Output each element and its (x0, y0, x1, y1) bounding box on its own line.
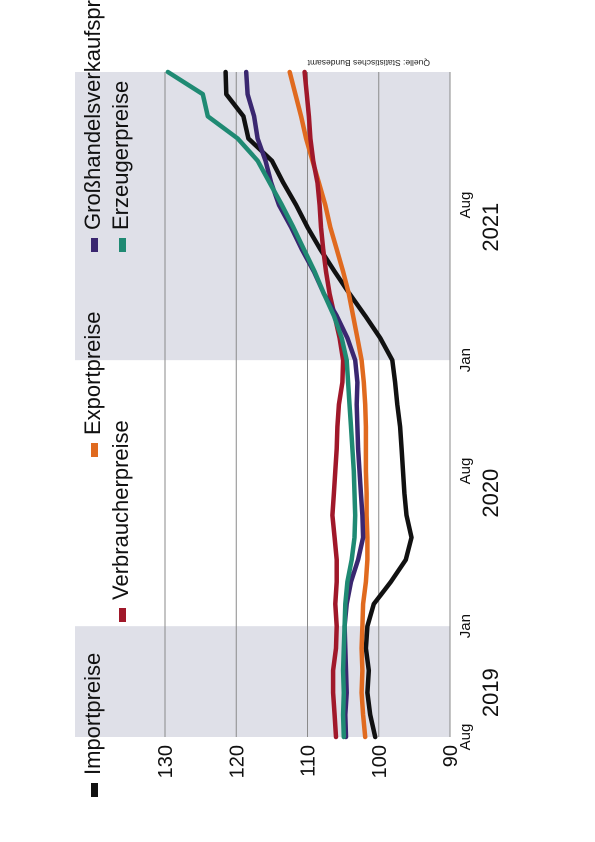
series-lines (165, 69, 414, 740)
shaded-regions (75, 72, 450, 737)
y-tick-label-110: 110 (298, 745, 320, 777)
legend: Importpreise Exportpreise Großhandelsverka… (80, 0, 133, 797)
shaded-region-2 (75, 72, 450, 361)
y-axis: 90 100 110 120 130 (155, 745, 462, 778)
series-line-erzeugerpreise (165, 69, 358, 740)
legend-swatch-erzeugerpreise (119, 238, 126, 252)
y-tick-label-120: 120 (226, 745, 248, 778)
x-tick-label-1: Jan (457, 614, 474, 638)
y-tick-label-100: 100 (369, 745, 391, 778)
series-line-verbraucherpreise (302, 69, 346, 740)
y-tick-label-130: 130 (155, 745, 177, 778)
x-tick-label-4: Aug (457, 192, 474, 219)
x-year-label-2021: 2021 (478, 203, 503, 252)
gridlines (164, 72, 451, 737)
x-year-label-2020: 2020 (478, 469, 503, 518)
legend-swatch-verbraucherpreise (119, 608, 126, 622)
source-note: Quelle: Statistisches Bundesamt (307, 58, 430, 68)
legend-label-verbraucherpreise: Verbraucherpreise (108, 420, 133, 600)
legend-swatch-importpreise (91, 783, 98, 797)
x-tick-label-3: Jan (457, 348, 474, 372)
legend-swatch-exportpreise (91, 443, 98, 457)
legend-label-großhandelsverkaufspreise: Großhandelsverkaufspreise (80, 0, 105, 230)
shaded-region-1 (75, 626, 450, 737)
y-tick-label-90: 90 (440, 745, 462, 767)
legend-label-exportpreise: Exportpreise (80, 311, 105, 435)
legend-label-erzeugerpreise: Erzeugerpreise (108, 81, 133, 230)
series-line-importpreise (223, 69, 414, 740)
x-year-label-2019: 2019 (478, 668, 503, 717)
legend-swatch-großhandelsverkaufspreise (91, 238, 98, 252)
x-tick-label-2: Aug (457, 458, 474, 485)
x-tick-label-0: Aug (457, 724, 474, 751)
legend-label-importpreise: Importpreise (80, 653, 105, 775)
